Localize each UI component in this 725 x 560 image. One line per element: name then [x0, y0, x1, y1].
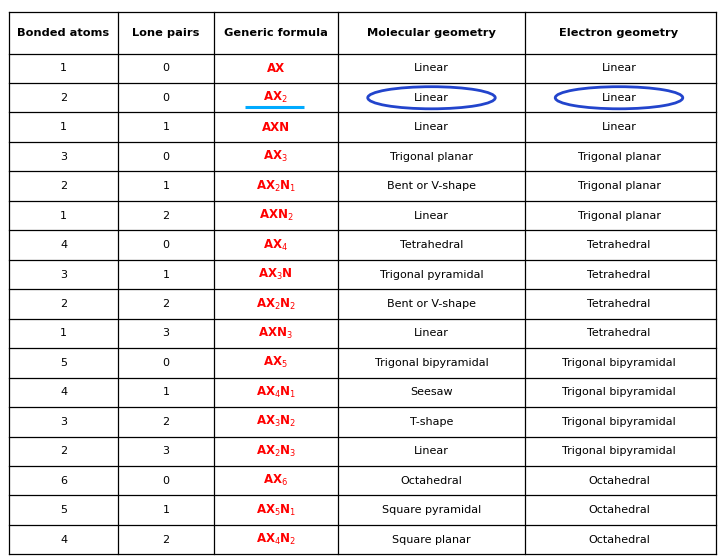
Text: 5: 5: [60, 505, 67, 515]
Text: 1: 1: [162, 269, 170, 279]
Text: 1: 1: [60, 329, 67, 338]
Text: 0: 0: [162, 63, 170, 73]
Text: 2: 2: [162, 417, 170, 427]
Text: 2: 2: [60, 446, 67, 456]
Text: 0: 0: [162, 358, 170, 368]
Text: 5: 5: [60, 358, 67, 368]
Text: AX$_3$: AX$_3$: [263, 149, 289, 164]
Text: Tetrahedral: Tetrahedral: [587, 329, 651, 338]
Text: AX$_5$N$_1$: AX$_5$N$_1$: [256, 503, 296, 518]
Text: Linear: Linear: [414, 93, 449, 102]
Text: AXN$_2$: AXN$_2$: [259, 208, 293, 223]
Text: Trigonal bipyramidal: Trigonal bipyramidal: [562, 417, 676, 427]
Text: Trigonal bipyramidal: Trigonal bipyramidal: [562, 358, 676, 368]
Text: Trigonal bipyramidal: Trigonal bipyramidal: [375, 358, 489, 368]
Text: Octahedral: Octahedral: [588, 535, 650, 545]
Text: 2: 2: [162, 211, 170, 221]
Text: 2: 2: [162, 299, 170, 309]
Text: AX$_2$N$_1$: AX$_2$N$_1$: [256, 179, 296, 194]
Text: Linear: Linear: [414, 122, 449, 132]
Text: Electron geometry: Electron geometry: [560, 28, 679, 38]
Text: 6: 6: [60, 476, 67, 486]
Text: Square planar: Square planar: [392, 535, 471, 545]
Text: 0: 0: [162, 152, 170, 162]
Text: 4: 4: [60, 240, 67, 250]
Text: 0: 0: [162, 476, 170, 486]
Text: Trigonal planar: Trigonal planar: [578, 211, 660, 221]
Text: Octahedral: Octahedral: [588, 505, 650, 515]
Text: Trigonal planar: Trigonal planar: [390, 152, 473, 162]
Text: Trigonal pyramidal: Trigonal pyramidal: [380, 269, 484, 279]
Text: AX$_4$: AX$_4$: [263, 237, 289, 253]
Text: 3: 3: [162, 446, 170, 456]
Text: AX$_5$: AX$_5$: [263, 356, 289, 371]
Text: Linear: Linear: [602, 93, 637, 102]
Text: 1: 1: [60, 63, 67, 73]
Text: Seesaw: Seesaw: [410, 388, 453, 398]
Text: Lone pairs: Lone pairs: [133, 28, 200, 38]
Text: Linear: Linear: [414, 63, 449, 73]
Text: T-shape: T-shape: [410, 417, 453, 427]
Text: 0: 0: [162, 240, 170, 250]
Text: 1: 1: [60, 122, 67, 132]
Text: Tetrahedral: Tetrahedral: [587, 269, 651, 279]
Text: 2: 2: [60, 299, 67, 309]
Text: AX$_4$N$_1$: AX$_4$N$_1$: [256, 385, 296, 400]
Text: Linear: Linear: [414, 329, 449, 338]
Text: Tetrahedral: Tetrahedral: [587, 240, 651, 250]
Text: Trigonal planar: Trigonal planar: [578, 152, 660, 162]
Text: 4: 4: [60, 535, 67, 545]
Text: AX$_6$: AX$_6$: [263, 473, 289, 488]
Text: AX$_2$N$_3$: AX$_2$N$_3$: [256, 444, 296, 459]
Text: AX$_4$N$_2$: AX$_4$N$_2$: [256, 532, 296, 547]
Text: Trigonal bipyramidal: Trigonal bipyramidal: [562, 446, 676, 456]
Text: Bent or V-shape: Bent or V-shape: [387, 299, 476, 309]
Text: Bent or V-shape: Bent or V-shape: [387, 181, 476, 191]
Text: Generic formula: Generic formula: [224, 28, 328, 38]
Text: 0: 0: [162, 93, 170, 102]
Text: Linear: Linear: [602, 63, 637, 73]
Text: Trigonal planar: Trigonal planar: [578, 181, 660, 191]
Text: Molecular geometry: Molecular geometry: [367, 28, 496, 38]
Text: AXN: AXN: [262, 121, 290, 134]
Text: 1: 1: [162, 181, 170, 191]
Text: 1: 1: [162, 388, 170, 398]
Text: 2: 2: [60, 181, 67, 191]
Text: Octahedral: Octahedral: [400, 476, 463, 486]
Text: Square pyramidal: Square pyramidal: [382, 505, 481, 515]
Text: 1: 1: [60, 211, 67, 221]
Text: 1: 1: [162, 122, 170, 132]
Text: AX$_2$N$_2$: AX$_2$N$_2$: [256, 296, 296, 311]
Text: 3: 3: [60, 417, 67, 427]
Text: AX: AX: [267, 62, 285, 75]
Text: 3: 3: [162, 329, 170, 338]
Text: 2: 2: [60, 93, 67, 102]
Text: 4: 4: [60, 388, 67, 398]
Text: Trigonal bipyramidal: Trigonal bipyramidal: [562, 388, 676, 398]
Text: 3: 3: [60, 152, 67, 162]
Text: Linear: Linear: [414, 446, 449, 456]
Text: 2: 2: [162, 535, 170, 545]
Text: Octahedral: Octahedral: [588, 476, 650, 486]
Text: AXN$_3$: AXN$_3$: [259, 326, 293, 341]
Text: Linear: Linear: [602, 122, 637, 132]
Text: AX$_2$: AX$_2$: [263, 90, 288, 105]
Text: Bonded atoms: Bonded atoms: [17, 28, 109, 38]
Text: 1: 1: [162, 505, 170, 515]
Text: Linear: Linear: [414, 211, 449, 221]
Text: 3: 3: [60, 269, 67, 279]
Text: Tetrahedral: Tetrahedral: [399, 240, 463, 250]
Text: AX$_3$N$_2$: AX$_3$N$_2$: [256, 414, 296, 430]
Text: AX$_3$N: AX$_3$N: [258, 267, 293, 282]
Text: Tetrahedral: Tetrahedral: [587, 299, 651, 309]
